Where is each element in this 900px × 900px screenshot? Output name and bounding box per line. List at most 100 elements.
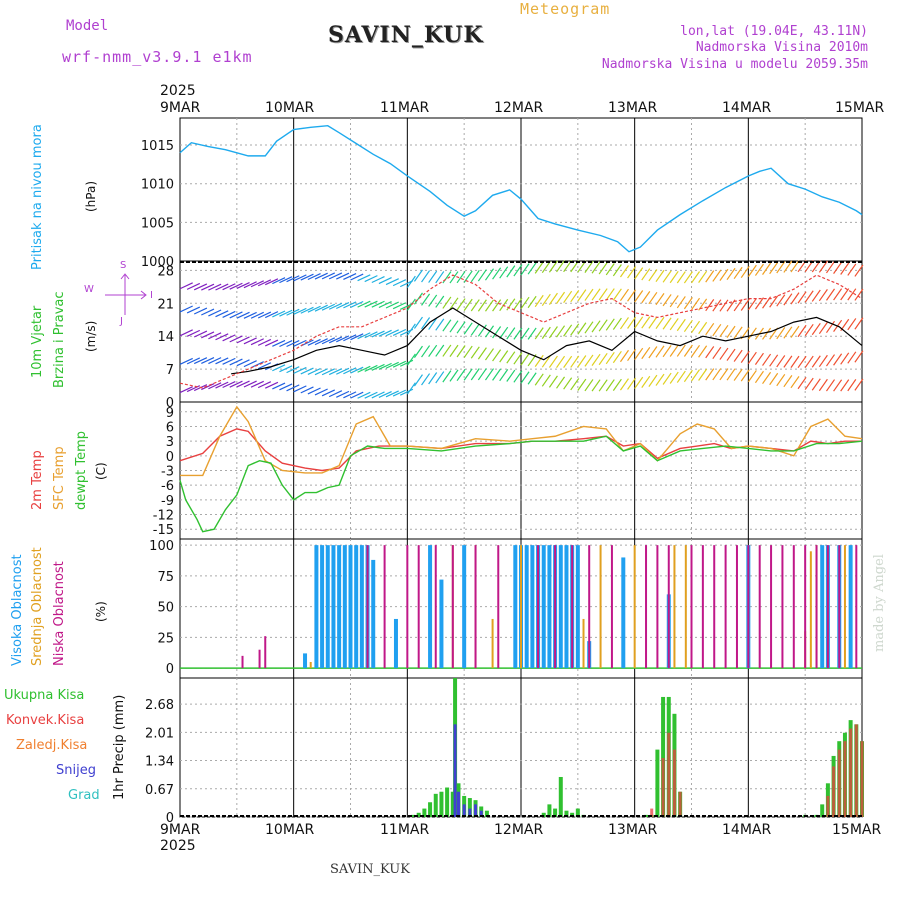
date-bottom-1: 10MAR [265,822,315,838]
wind-barb [556,260,566,273]
wind-barb [683,344,693,357]
wind-barb [577,322,587,335]
model-label: Model [66,18,109,34]
wind-barb [648,346,658,359]
wind-barb [776,261,786,274]
low-cloud-bar [713,545,716,669]
wind-barb [627,377,637,390]
low-cloud-bar [758,545,761,669]
wind-barb [307,273,321,281]
wind-barb [336,390,350,398]
wind-barb [726,325,736,338]
model-name: wrf-nmm_v3.9.1 e1km [62,48,253,66]
wind-barb [825,354,836,367]
legend-hail: Grad [68,788,100,803]
wind-barb [754,297,764,310]
wind-barb [470,299,480,312]
cloud-tick-label: 50 [157,601,174,616]
low-cloud-bar [724,545,727,669]
wind-barb [740,350,750,363]
mid-cloud-bar [809,551,812,669]
wind-barb [598,379,608,392]
wind-barb [634,267,644,280]
footer-station: SAVIN_KUK [330,862,410,877]
wind-barb [747,264,757,277]
wind-barb [726,368,736,381]
conv-precip-bar [860,741,864,817]
wind-barb [449,271,459,284]
wind-barb [818,260,828,273]
wind-barb [705,322,715,336]
wind-barb [527,262,537,275]
wind-barb [783,260,793,273]
wind-barb [598,288,608,301]
wind-barb [314,338,328,346]
low-cloud-bar [497,545,500,669]
date-top-1: 10MAR [265,100,315,116]
wind-barb [201,283,215,291]
wind-barb [286,384,300,392]
wind-barb [484,268,495,281]
wind-barb [612,350,622,364]
low-cloud-bar [406,545,409,669]
cloud-tick-label: 75 [157,570,174,585]
total-precip-bar [411,814,416,817]
wind-barb [619,317,629,330]
wind-barb [825,288,836,301]
wind-barb [378,301,392,309]
wind-barb [357,274,371,282]
wind-barb [762,353,772,366]
wind-barb [193,357,208,365]
wind-barb [527,372,537,385]
wind-barb [584,260,594,273]
wind-barb [435,295,445,308]
altitude-label: Nadmorska Visina 2010m [695,40,868,55]
low-cloud-bar [735,545,738,669]
low-cloud-bar [610,545,613,669]
wind-barb [769,354,779,367]
wind-barb [243,281,257,289]
wind-barb [492,326,502,339]
wind-barb [463,322,473,335]
wind-barb [698,368,708,381]
wind-barb [208,357,222,365]
wind-barb [648,269,658,282]
wind-barb [293,385,307,393]
compass-i-label: I [150,290,153,301]
wind-barb [428,270,438,283]
wind-barb [421,345,431,358]
wind-barb [442,319,452,332]
wind-barb [534,261,544,274]
precip-tick-label: 2.68 [145,698,174,713]
low-cloud-bar [366,545,369,669]
wind-barb [421,317,431,330]
wind-barb [257,362,272,370]
wind-barb [847,288,857,301]
wind-barb [541,326,551,339]
wind-barb [286,340,300,348]
wind-barb [754,263,764,276]
wind-barb [676,344,686,357]
snow-bar [462,804,466,817]
temp-tick-label: 3 [166,435,174,450]
wind-barb [719,268,729,281]
wind-barb [840,352,850,365]
wind-barb [236,311,250,319]
wind-barb [747,370,757,383]
wind-barb [541,293,551,307]
wind-barb [570,290,580,303]
total-precip-bar [564,810,569,817]
wind-barb [186,357,201,365]
high-cloud-bar [354,545,359,669]
wind-barb [279,309,293,317]
wind-barb [286,308,300,316]
low-cloud-bar [804,545,807,669]
wind-barb [201,331,215,339]
temp-tick-label: -9 [161,494,174,509]
wind-barb [463,368,473,381]
wind-barb [250,380,264,388]
wind-barb [676,296,686,309]
wind-barb [343,272,357,280]
wind-barb [371,363,385,371]
